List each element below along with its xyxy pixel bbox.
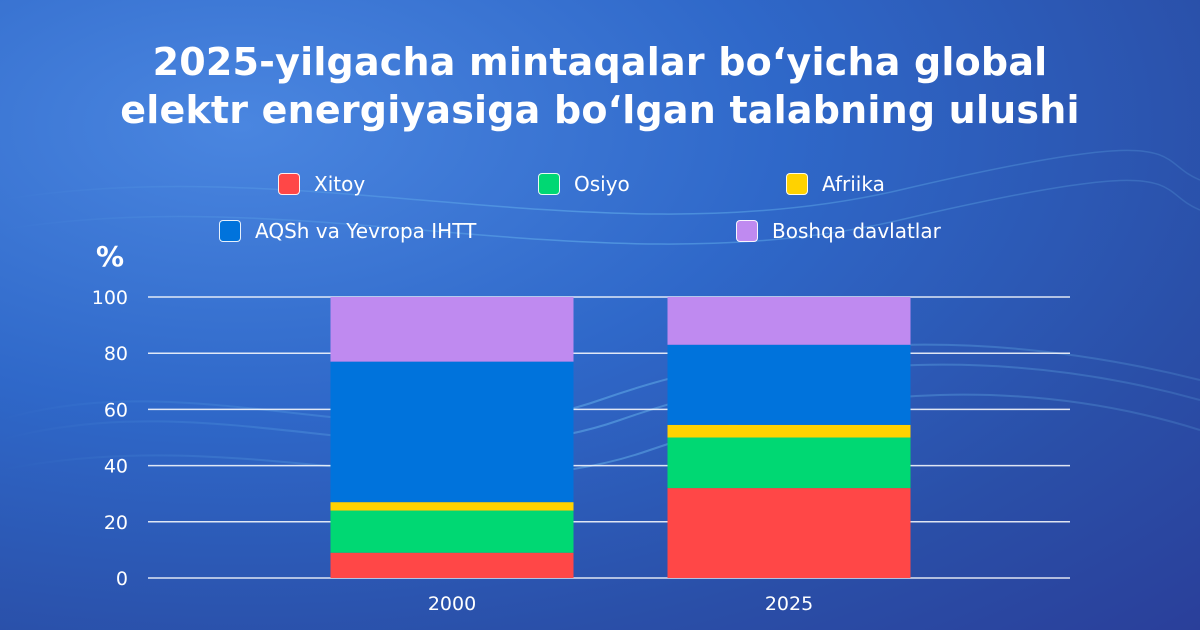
legend-label-boshqa: Boshqa davlatlar <box>772 219 941 243</box>
bar-2000-xitoy <box>330 552 574 578</box>
legend-swatch-osiyo <box>538 173 560 195</box>
legend-item-aqsh: AQSh va Yevropa IHTT <box>219 218 476 244</box>
legend-label-aqsh: AQSh va Yevropa IHTT <box>255 219 477 243</box>
bar-2025-afriika <box>667 424 911 438</box>
legend-swatch-xitoy <box>278 173 300 195</box>
y-tick-label-20: 20 <box>104 512 128 534</box>
bar-2025-xitoy <box>667 488 911 578</box>
bar-2000-boshqa <box>330 297 574 362</box>
gridlines <box>148 296 1070 579</box>
legend-swatch-boshqa <box>736 220 758 242</box>
legend-label-afriika: Afriika <box>822 172 885 196</box>
legend-item-boshqa: Boshqa davlatlar <box>736 218 941 244</box>
chart-title-line-2: elektr energiyasiga bo‘lgan talabning ul… <box>120 88 1080 132</box>
chart-title-line-1: 2025-yilgacha mintaqalar bo‘yicha global <box>152 40 1048 84</box>
bar-2000-aqsh <box>330 361 574 503</box>
legend-swatch-afriika <box>786 173 808 195</box>
y-axis-ticks: 0 20 40 60 80 100 <box>92 287 128 590</box>
x-axis-ticks: 2000 2025 <box>428 593 813 615</box>
y-tick-label-60: 60 <box>104 399 128 421</box>
bar-2000-osiyo <box>330 510 574 553</box>
legend-item-osiyo: Osiyo <box>538 171 630 197</box>
bar-2000-afriika <box>330 502 574 511</box>
y-tick-label-0: 0 <box>116 568 128 590</box>
legend-label-xitoy: Xitoy <box>314 172 366 196</box>
bar-2025-aqsh <box>667 344 911 425</box>
legend-item-xitoy: Xitoy <box>278 171 365 197</box>
legend-swatch-aqsh <box>219 220 241 242</box>
chart-title: 2025-yilgacha mintaqalar bo‘yicha global… <box>0 38 1200 134</box>
x-tick-label-2025: 2025 <box>765 593 813 615</box>
legend-label-osiyo: Osiyo <box>574 172 630 196</box>
y-tick-label-100: 100 <box>92 287 128 309</box>
x-tick-label-2000: 2000 <box>428 593 476 615</box>
y-tick-label-80: 80 <box>104 343 128 365</box>
bars <box>330 297 911 578</box>
y-axis-label: % <box>96 240 124 273</box>
legend-item-afriika: Afriika <box>786 171 885 197</box>
y-tick-label-40: 40 <box>104 456 128 478</box>
bar-2025-boshqa <box>667 297 911 345</box>
bar-2025-osiyo <box>667 437 911 489</box>
